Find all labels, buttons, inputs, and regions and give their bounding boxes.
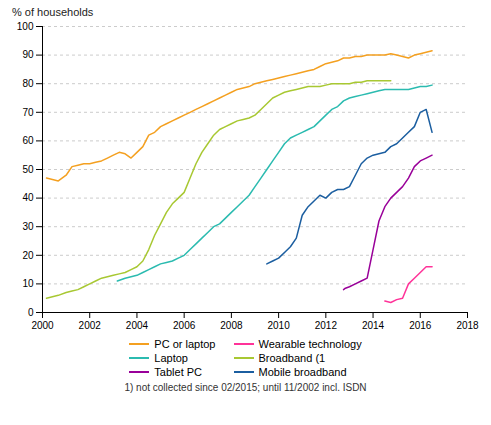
svg-text:2000: 2000	[31, 320, 54, 331]
svg-text:90: 90	[22, 49, 34, 60]
svg-text:20: 20	[22, 250, 34, 261]
svg-text:100: 100	[17, 21, 34, 32]
html-text:1) not collected since 02/2015: 1) not collected since 02/2015; until 11…	[124, 382, 367, 393]
svg-text:50: 50	[22, 164, 34, 175]
html-text:Mobile broadband: Mobile broadband	[258, 366, 347, 378]
svg-text:2006: 2006	[173, 320, 196, 331]
svg-text:0: 0	[28, 307, 34, 318]
svg-text:2012: 2012	[315, 320, 338, 331]
svg-text:2008: 2008	[220, 320, 243, 331]
html-text:% of households: % of households	[12, 6, 94, 18]
svg-text:2002: 2002	[79, 320, 102, 331]
svg-text:60: 60	[22, 135, 34, 146]
svg-text:40: 40	[22, 192, 34, 203]
html-text:Broadband (1: Broadband (1	[258, 352, 326, 364]
svg-text:10: 10	[22, 278, 34, 289]
html-text:Tablet PC: Tablet PC	[154, 366, 202, 378]
html-text:Wearable technology: Wearable technology	[258, 338, 362, 350]
svg-text:2010: 2010	[267, 320, 290, 331]
svg-text:2004: 2004	[126, 320, 149, 331]
svg-text:80: 80	[22, 78, 34, 89]
svg-text:2016: 2016	[409, 320, 432, 331]
svg-text:2014: 2014	[362, 320, 385, 331]
svg-text:2018: 2018	[456, 320, 479, 331]
svg-text:70: 70	[22, 107, 34, 118]
html-text:PC or laptop: PC or laptop	[154, 338, 216, 350]
html-text:Laptop: Laptop	[154, 352, 188, 364]
svg-text:30: 30	[22, 221, 34, 232]
